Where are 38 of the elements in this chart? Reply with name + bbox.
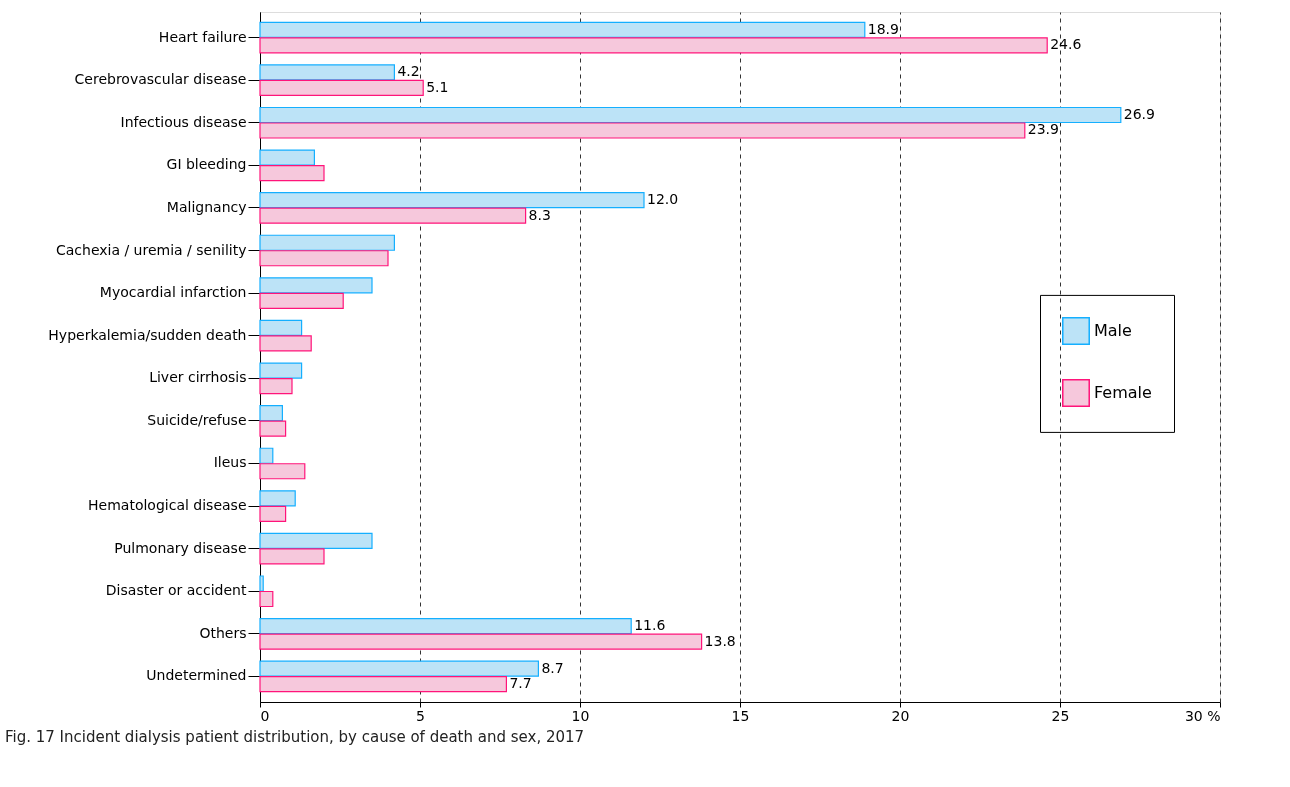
y-tick-label: Pulmonary disease bbox=[114, 539, 247, 556]
y-tick-label: Cachexia / uremia / senility bbox=[55, 241, 247, 258]
y-tick-label: Ileus bbox=[213, 454, 247, 471]
data-label: 5.1 bbox=[426, 78, 449, 95]
y-tick-label: Suicide/refuse bbox=[147, 411, 247, 428]
y-tick-label: Undetermined bbox=[146, 667, 247, 684]
y-tick-label: Cerebrovascular disease bbox=[74, 71, 247, 88]
data-label: 12.0 bbox=[647, 191, 679, 208]
y-tick-label: GI bleeding bbox=[166, 156, 247, 173]
legend-label: Female bbox=[1094, 382, 1152, 402]
x-tick-label: 20 bbox=[891, 707, 910, 724]
y-tick-label: Hyperkalemia/sudden death bbox=[48, 326, 247, 343]
y-tick-label: Myocardial infarction bbox=[99, 284, 247, 301]
y-tick-label: Disaster or accident bbox=[105, 582, 247, 599]
data-label: 26.9 bbox=[1123, 106, 1155, 122]
data-label: 13.8 bbox=[704, 632, 736, 649]
y-tick-label: Heart failure bbox=[158, 28, 247, 45]
x-tick-label: 25 bbox=[1051, 707, 1070, 724]
data-label: 4.2 bbox=[397, 63, 420, 80]
caption: Fig. 17 Incident dialysis patient distribution, by cause of death and sex, 2017 bbox=[5, 728, 585, 746]
legend-label: Male bbox=[1094, 320, 1132, 340]
x-tick-label: 15 bbox=[731, 707, 750, 724]
y-tick-label: Others bbox=[199, 624, 247, 641]
x-tick-label: 10 bbox=[571, 707, 590, 724]
data-label: 8.3 bbox=[528, 206, 551, 223]
data-label: 8.7 bbox=[541, 659, 564, 676]
y-tick-label: Liver cirrhosis bbox=[149, 369, 247, 386]
x-tick-label: 5 bbox=[416, 707, 425, 724]
data-label: 24.6 bbox=[1050, 36, 1082, 53]
data-label: 18.9 bbox=[867, 20, 899, 37]
data-label: 23.9 bbox=[1027, 121, 1059, 138]
x-tick-label: 0 bbox=[260, 707, 270, 724]
data-label: 11.6 bbox=[634, 617, 666, 634]
x-tick-label: 30 % bbox=[1184, 707, 1221, 724]
data-label: 7.7 bbox=[509, 675, 532, 692]
y-tick-label: Hematological disease bbox=[88, 497, 247, 514]
y-tick-label: Malignancy bbox=[166, 198, 247, 215]
y-tick-label: Infectious disease bbox=[120, 113, 247, 130]
